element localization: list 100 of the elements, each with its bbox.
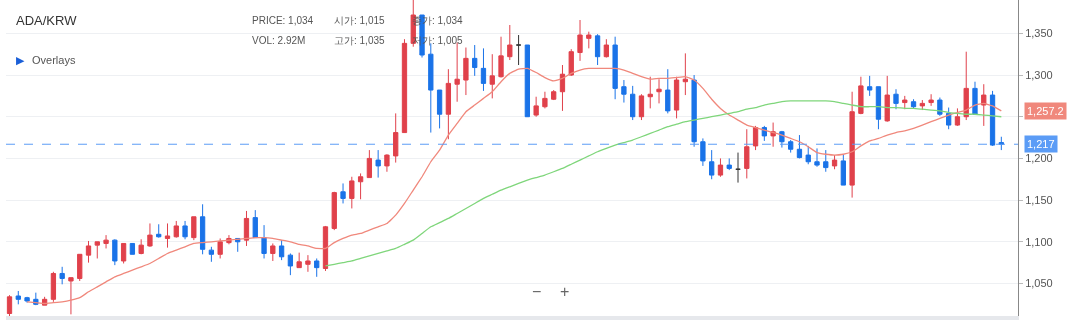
candlestick bbox=[928, 93, 934, 107]
candlestick bbox=[243, 210, 250, 247]
annotation: 시가: 1,015 bbox=[334, 15, 386, 26]
candlestick bbox=[998, 136, 1004, 151]
candlestick bbox=[349, 176, 355, 209]
candlestick bbox=[50, 271, 57, 303]
candlestick bbox=[305, 254, 311, 273]
y-tick-label: 1,350 bbox=[1025, 27, 1053, 40]
candlestick bbox=[796, 134, 803, 159]
candlestick bbox=[524, 44, 531, 118]
candlestick bbox=[621, 79, 627, 104]
candlestick bbox=[910, 98, 917, 109]
candlestick bbox=[59, 266, 65, 285]
candlestick bbox=[296, 252, 302, 269]
candlestick bbox=[735, 152, 741, 184]
candlestick bbox=[989, 90, 996, 147]
candlestick bbox=[164, 222, 171, 249]
candlestick bbox=[902, 95, 908, 110]
candlestick bbox=[314, 257, 320, 278]
line-series bbox=[26, 67, 1002, 305]
candlestick bbox=[120, 242, 127, 264]
candlestick bbox=[68, 277, 74, 315]
candlestick bbox=[103, 234, 109, 249]
candlestick bbox=[384, 153, 390, 173]
candlestick bbox=[577, 19, 583, 62]
candlestick bbox=[919, 99, 925, 111]
annotation: + bbox=[560, 283, 570, 300]
candlestick bbox=[393, 112, 399, 164]
candlestick bbox=[208, 246, 215, 263]
candlestick bbox=[357, 172, 364, 200]
candlestick bbox=[840, 153, 846, 186]
candlestick bbox=[401, 38, 408, 134]
candlestick bbox=[375, 149, 381, 179]
candlestick bbox=[594, 33, 601, 66]
candlestick bbox=[6, 294, 13, 316]
candlestick bbox=[445, 68, 452, 140]
candlestick bbox=[129, 242, 136, 255]
candlestick bbox=[199, 203, 206, 255]
candlestick bbox=[867, 75, 873, 97]
candlestick bbox=[559, 64, 566, 112]
candlestick bbox=[656, 78, 662, 104]
candlestick bbox=[849, 91, 855, 199]
candlestick bbox=[542, 91, 548, 109]
candlestick bbox=[744, 128, 750, 179]
text: ADA/KRW bbox=[16, 13, 78, 28]
candlestick bbox=[726, 157, 732, 171]
candlestick bbox=[603, 38, 609, 59]
candlestick bbox=[85, 240, 92, 264]
candlestick bbox=[472, 44, 478, 77]
candlestick bbox=[77, 253, 83, 282]
candlestick bbox=[270, 242, 276, 262]
candlestick bbox=[322, 225, 329, 272]
candlestick bbox=[709, 149, 715, 180]
candlestick bbox=[515, 34, 522, 66]
y-tick-label: 1,150 bbox=[1025, 193, 1053, 206]
candlestick bbox=[182, 220, 188, 240]
candlestick bbox=[612, 36, 618, 100]
candlestick bbox=[252, 209, 258, 239]
annotation: − bbox=[532, 283, 542, 300]
candlestick bbox=[717, 157, 724, 178]
y-tick-label: 1,100 bbox=[1025, 235, 1053, 248]
candlestick bbox=[700, 137, 706, 167]
candlestick bbox=[156, 223, 162, 239]
y-tick-label: 1,200 bbox=[1025, 152, 1053, 165]
candlestick bbox=[533, 96, 539, 118]
candlestick bbox=[972, 81, 978, 116]
candlestick bbox=[638, 93, 645, 121]
annotation: VOL: 2.92M bbox=[252, 35, 306, 46]
candlestick bbox=[498, 36, 504, 79]
candlestick bbox=[691, 74, 697, 148]
candlestick bbox=[805, 145, 811, 165]
candlestick bbox=[937, 97, 943, 117]
y-tick-label: 1,050 bbox=[1025, 277, 1053, 290]
candlestick bbox=[568, 48, 574, 77]
candlestick bbox=[551, 89, 557, 101]
candlestick bbox=[217, 237, 223, 259]
annotation: 고가: 1,035 bbox=[334, 35, 386, 46]
annotation: Overlays bbox=[32, 54, 76, 66]
candlestick bbox=[673, 76, 680, 119]
candlestick bbox=[480, 47, 487, 92]
candlestick bbox=[191, 216, 197, 241]
candlestick bbox=[340, 182, 346, 204]
candlestick bbox=[15, 290, 21, 305]
candlestick bbox=[586, 31, 592, 49]
candlestick bbox=[630, 85, 636, 121]
candlestick bbox=[954, 107, 961, 127]
candlestick bbox=[752, 125, 759, 151]
candlestick bbox=[647, 76, 653, 109]
candlestick bbox=[112, 238, 118, 266]
candlestick bbox=[147, 222, 153, 248]
candlestick bbox=[94, 241, 100, 259]
candlestick bbox=[831, 154, 838, 170]
candlestick bbox=[981, 83, 987, 127]
candlestick bbox=[173, 220, 179, 239]
candlestick bbox=[489, 53, 495, 99]
candlestick bbox=[788, 139, 794, 154]
candlestick bbox=[665, 68, 671, 114]
candlestick bbox=[261, 224, 267, 259]
candlestick bbox=[682, 52, 688, 96]
candlestick bbox=[366, 149, 373, 179]
